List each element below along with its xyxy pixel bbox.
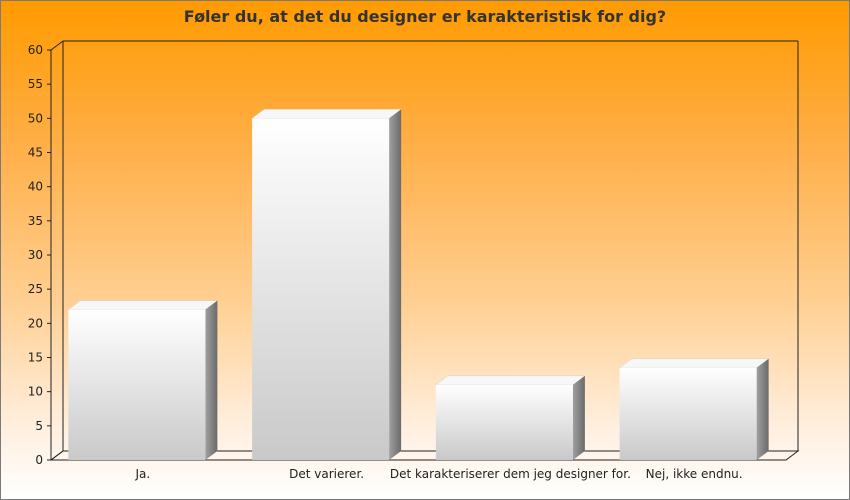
y-tick-label: 10 xyxy=(28,385,43,399)
y-tick-label: 60 xyxy=(28,43,43,57)
bar-top xyxy=(618,358,770,368)
y-tick-label: 20 xyxy=(28,316,43,330)
axes-group xyxy=(47,40,800,461)
bar-side xyxy=(572,375,585,460)
bar-top xyxy=(67,300,219,310)
bar xyxy=(252,118,390,460)
y-tick-label: 40 xyxy=(28,180,43,194)
bar-top xyxy=(251,109,402,119)
y-tick-label: 0 xyxy=(35,453,43,467)
side-wall-bottom xyxy=(50,450,64,461)
bar-side xyxy=(389,109,402,460)
x-tick-label: Det karakteriserer dem jeg designer for. xyxy=(390,467,631,481)
y-tick-label: 15 xyxy=(28,351,43,365)
bar-side xyxy=(756,358,769,460)
y-tick-label: 55 xyxy=(28,77,43,91)
side-wall-top xyxy=(50,40,64,51)
bar-top xyxy=(435,375,586,386)
y-tick-label: 35 xyxy=(28,214,43,228)
y-tick-label: 50 xyxy=(28,111,43,125)
bar-side xyxy=(205,300,218,460)
y-tick-label: 25 xyxy=(28,282,43,296)
y-tick-label: 45 xyxy=(28,146,43,160)
chart-title: Føler du, at det du designer er karakter… xyxy=(183,7,667,26)
bars-group xyxy=(67,109,770,460)
x-tick-label: Det varierer. xyxy=(289,467,364,481)
bar xyxy=(435,384,573,460)
bar xyxy=(68,309,206,460)
x-tick-label: Nej, ikke endnu. xyxy=(646,467,743,481)
x-tick-label: Ja. xyxy=(135,467,151,481)
bar xyxy=(619,367,757,460)
y-tick-label: 5 xyxy=(35,419,43,433)
y-tick-label: 30 xyxy=(28,248,43,262)
labels-group: 0 5 10 15 20 25 30 35 40 45 50 55 60 Ja. Det varierer.… xyxy=(28,43,743,481)
